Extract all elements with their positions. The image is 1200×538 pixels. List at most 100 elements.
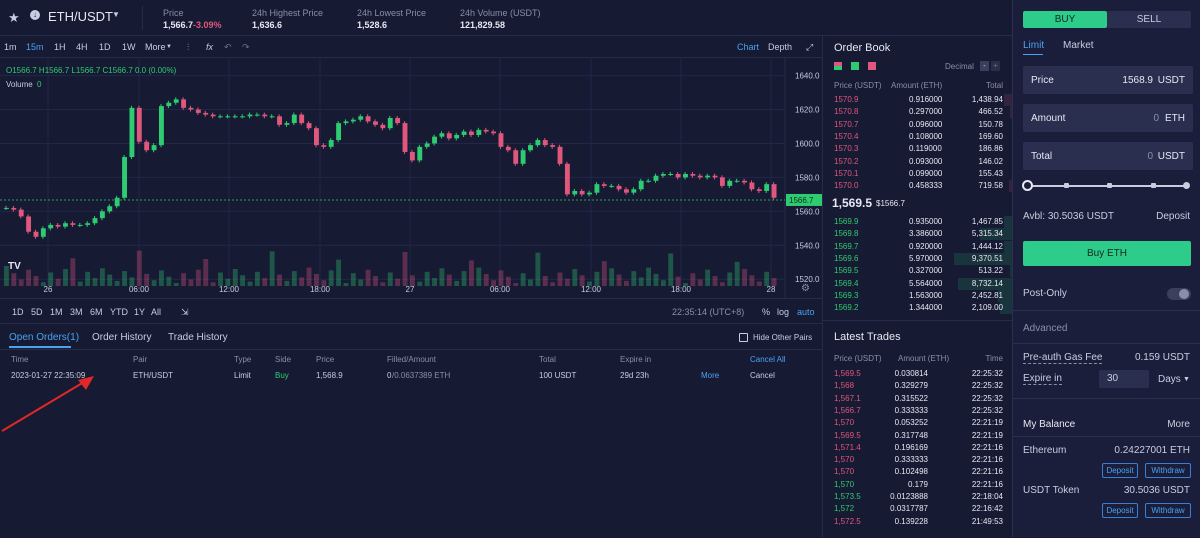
usdt-deposit-button[interactable]: Deposit (1102, 503, 1138, 518)
eth-deposit-button[interactable]: Deposit (1102, 463, 1138, 478)
balance-more-link[interactable]: More (1167, 419, 1190, 430)
slider-mark-75[interactable] (1151, 183, 1156, 188)
post-only-toggle[interactable] (1167, 288, 1191, 300)
buy-tab[interactable]: BUY (1023, 11, 1107, 28)
redo-icon[interactable]: ↷ (242, 42, 250, 52)
chevron-down-icon[interactable]: ▼ (166, 44, 172, 50)
interval-4h[interactable]: 4H (76, 42, 88, 52)
range-6m[interactable]: 6M (90, 307, 103, 317)
undo-icon[interactable]: ↶ (224, 42, 232, 52)
slider-mark-100[interactable] (1183, 182, 1190, 189)
tab-order-history[interactable]: Order History (92, 332, 152, 343)
chevron-down-icon[interactable]: ▼ (112, 10, 120, 19)
bid-row[interactable]: 1569.2 1.344000 2,109.00 (823, 302, 1013, 315)
expire-input[interactable]: 30 (1099, 370, 1149, 388)
bid-row[interactable]: 1569.7 0.920000 1,444.12 (823, 240, 1013, 253)
deposit-link[interactable]: Deposit (1156, 211, 1190, 222)
tab-trade-history[interactable]: Trade History (168, 332, 228, 343)
expire-unit-select[interactable]: Days (1158, 374, 1181, 385)
ask-price: 1570.2 (834, 156, 859, 166)
bid-row[interactable]: 1569.6 5.970000 9,370.51 (823, 252, 1013, 265)
tab-limit[interactable]: Limit (1023, 40, 1045, 51)
order-more-link[interactable]: More (701, 371, 720, 380)
bid-row[interactable]: 1569.4 5.564000 8,732.14 (823, 277, 1013, 290)
interval-1m[interactable]: 1m (4, 42, 17, 52)
range-1d[interactable]: 1D (12, 307, 24, 317)
usdt-withdraw-button[interactable]: Withdraw (1145, 503, 1191, 518)
volume-bar (609, 268, 615, 286)
interval-15m[interactable]: 15m (26, 42, 44, 52)
view-bids-icon[interactable] (851, 62, 859, 70)
total-field[interactable]: Total 0 USDT (1023, 142, 1193, 170)
price-field[interactable]: Price 1568.9 USDT (1023, 66, 1193, 94)
view-asks-icon[interactable] (868, 62, 876, 70)
eth-withdraw-button[interactable]: Withdraw (1145, 463, 1191, 478)
candlestick-chart[interactable]: 1640.0 1620.0 1600.0 1580.0 1560.0 1540.0 1520… (0, 58, 822, 298)
price-chart[interactable]: 1640.0 1620.0 1600.0 1580.0 1560.0 1540.0 1520… (0, 58, 822, 298)
cancel-all-button[interactable]: Cancel All (750, 355, 786, 364)
indicators-icon[interactable]: ⫶ (187, 42, 190, 52)
order-cancel-button[interactable]: Cancel (750, 371, 775, 380)
tab-depth[interactable]: Depth (768, 42, 793, 52)
range-5d[interactable]: 5D (31, 307, 43, 317)
interval-1d[interactable]: 1D (99, 42, 111, 52)
ask-row[interactable]: 1570.1 0.099000 155.43 (823, 167, 1013, 180)
volume-bar (225, 278, 231, 286)
slider-mark-25[interactable] (1064, 183, 1069, 188)
bid-row[interactable]: 1569.3 1.563000 2,452.81 (823, 289, 1013, 302)
download-icon[interactable]: ↓ (30, 10, 40, 20)
range-ytd[interactable]: YTD (110, 307, 128, 317)
slider-mark-50[interactable] (1107, 183, 1112, 188)
option-percent[interactable]: % (762, 307, 771, 317)
total-input[interactable]: 0 (1147, 151, 1153, 162)
chevron-down-icon[interactable]: ▼ (1183, 376, 1190, 383)
tab-open-orders[interactable]: Open Orders(1) (9, 332, 80, 343)
candle-body (505, 146, 511, 151)
trade-row: 1,572 0.0317787 22:16:42 (823, 503, 1013, 515)
function-icon[interactable]: fx (206, 42, 214, 52)
amount-input[interactable]: 0 (1153, 113, 1159, 124)
goto-date-icon[interactable]: ⇲ (181, 307, 189, 317)
pair-title[interactable]: ETH/USDT (48, 9, 113, 24)
tab-market[interactable]: Market (1063, 40, 1094, 51)
ask-row[interactable]: 1570.0 0.458333 719.58 (823, 180, 1013, 193)
bid-row[interactable]: 1569.5 0.327000 513.22 (823, 265, 1013, 278)
star-icon[interactable]: ★ (8, 10, 20, 25)
range-3m[interactable]: 3M (70, 307, 83, 317)
amount-field[interactable]: Amount 0 ETH (1023, 104, 1193, 132)
advanced-section[interactable]: Advanced (1023, 323, 1068, 334)
view-both-icon[interactable] (834, 62, 842, 70)
range-1m[interactable]: 1M (50, 307, 63, 317)
depth-bar (1010, 106, 1013, 119)
settings-gear-icon[interactable]: ⚙ (801, 283, 810, 294)
ask-row[interactable]: 1570.8 0.297000 466.52 (823, 106, 1013, 119)
ask-row[interactable]: 1570.3 0.119000 186.86 (823, 143, 1013, 156)
decimal-decrease-button[interactable]: - (980, 61, 989, 71)
interval-1w[interactable]: 1W (122, 42, 136, 52)
bid-row[interactable]: 1569.9 0.935000 1,467.85 (823, 216, 1013, 228)
interval-1h[interactable]: 1H (54, 42, 66, 52)
price-input[interactable]: 1568.9 (1122, 75, 1153, 86)
fullscreen-icon[interactable]: ⤢ (806, 42, 814, 52)
bid-row[interactable]: 1569.8 3.386000 5,315.34 (823, 228, 1013, 241)
buy-eth-button[interactable]: Buy ETH (1023, 241, 1191, 266)
ask-row[interactable]: 1570.4 0.108000 169.60 (823, 130, 1013, 143)
tab-chart[interactable]: Chart (737, 42, 760, 52)
sell-tab[interactable]: SELL (1107, 11, 1191, 28)
hide-pairs-label[interactable]: Hide Other Pairs (753, 333, 813, 342)
range-all[interactable]: All (151, 307, 162, 317)
ask-row[interactable]: 1570.2 0.093000 146.02 (823, 155, 1013, 168)
ask-row[interactable]: 1570.7 0.096000 150.78 (823, 118, 1013, 131)
range-1y[interactable]: 1Y (134, 307, 146, 317)
ask-row[interactable]: 1570.9 0.916000 1,438.94 (823, 94, 1013, 106)
candle-body (358, 116, 364, 120)
option-log[interactable]: log (777, 307, 790, 317)
candle-body (26, 216, 32, 232)
eth-balance-label: Ethereum (1023, 445, 1067, 456)
option-auto[interactable]: auto (797, 307, 815, 317)
interval-more[interactable]: More (145, 42, 166, 52)
candle-body (697, 175, 703, 178)
decimal-increase-button[interactable]: + (991, 61, 1000, 71)
amount-slider-handle[interactable] (1022, 180, 1033, 191)
hide-pairs-checkbox[interactable] (739, 333, 748, 342)
